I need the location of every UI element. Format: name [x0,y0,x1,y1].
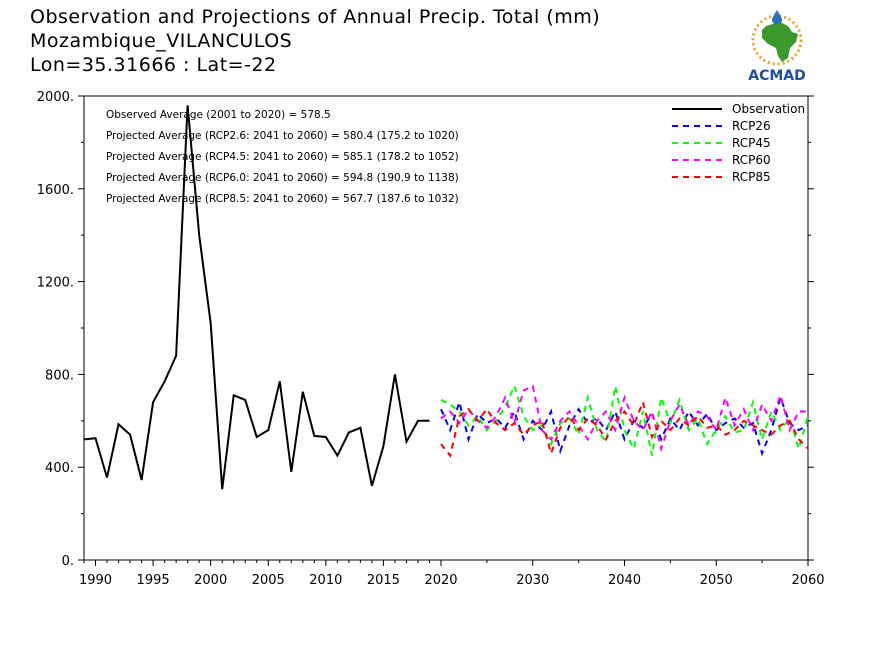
x-tick-label: 1995 [137,573,170,588]
chart-title-line-2: Mozambique_VILANCULOS [30,30,293,52]
series-line-rcp85 [440,398,809,458]
x-tick-label: 2040 [608,573,641,588]
x-tick-label: 2015 [367,573,400,588]
y-tick-label: 2000. [37,90,74,105]
y-tick-label: 400. [45,461,74,476]
series-line-observation [83,105,430,490]
logo-text: ACMAD [748,68,806,84]
x-tick-label: 2010 [309,573,342,588]
x-tick-label: 2000 [194,573,227,588]
water-drop-icon [772,10,782,24]
series-line-rcp45 [440,383,809,456]
chart-annotation: Projected Average (RCP8.5: 2041 to 2060)… [106,193,459,205]
series-line-rcp26 [440,394,809,457]
sun-rays-icon [751,14,803,66]
chart-title-line-1: Observation and Projections of Annual Pr… [30,6,601,28]
x-tick-label: 2030 [516,573,549,588]
x-tick-label: 2005 [252,573,285,588]
legend-label: RCP26 [732,119,771,133]
x-tick-label: 2020 [424,573,457,588]
chart-title-line-3: Lon=35.31666 : Lat=-22 [30,54,277,76]
y-tick-label: 800. [45,368,74,383]
chart-annotation: Projected Average (RCP2.6: 2041 to 2060)… [106,130,459,142]
legend-label: RCP85 [732,170,771,184]
y-tick-label: 0. [62,554,74,569]
legend-label: RCP60 [732,153,771,167]
chart-annotation: Projected Average (RCP6.0: 2041 to 2060)… [106,172,459,184]
legend-label: RCP45 [732,136,771,150]
chart-annotation: Observed Average (2001 to 2020) = 578.5 [106,109,331,121]
y-tick-label: 1600. [37,183,74,198]
x-tick-label: 2050 [700,573,733,588]
legend-label: Observation [732,102,805,116]
x-tick-label: 1990 [79,573,112,588]
y-tick-label: 1200. [37,276,74,291]
chart-annotation: Projected Average (RCP4.5: 2041 to 2060)… [106,151,459,163]
x-tick-label: 2060 [791,573,824,588]
acmad-logo: ACMAD [748,10,806,84]
africa-icon [762,22,798,62]
series-line-rcp60 [440,384,808,453]
